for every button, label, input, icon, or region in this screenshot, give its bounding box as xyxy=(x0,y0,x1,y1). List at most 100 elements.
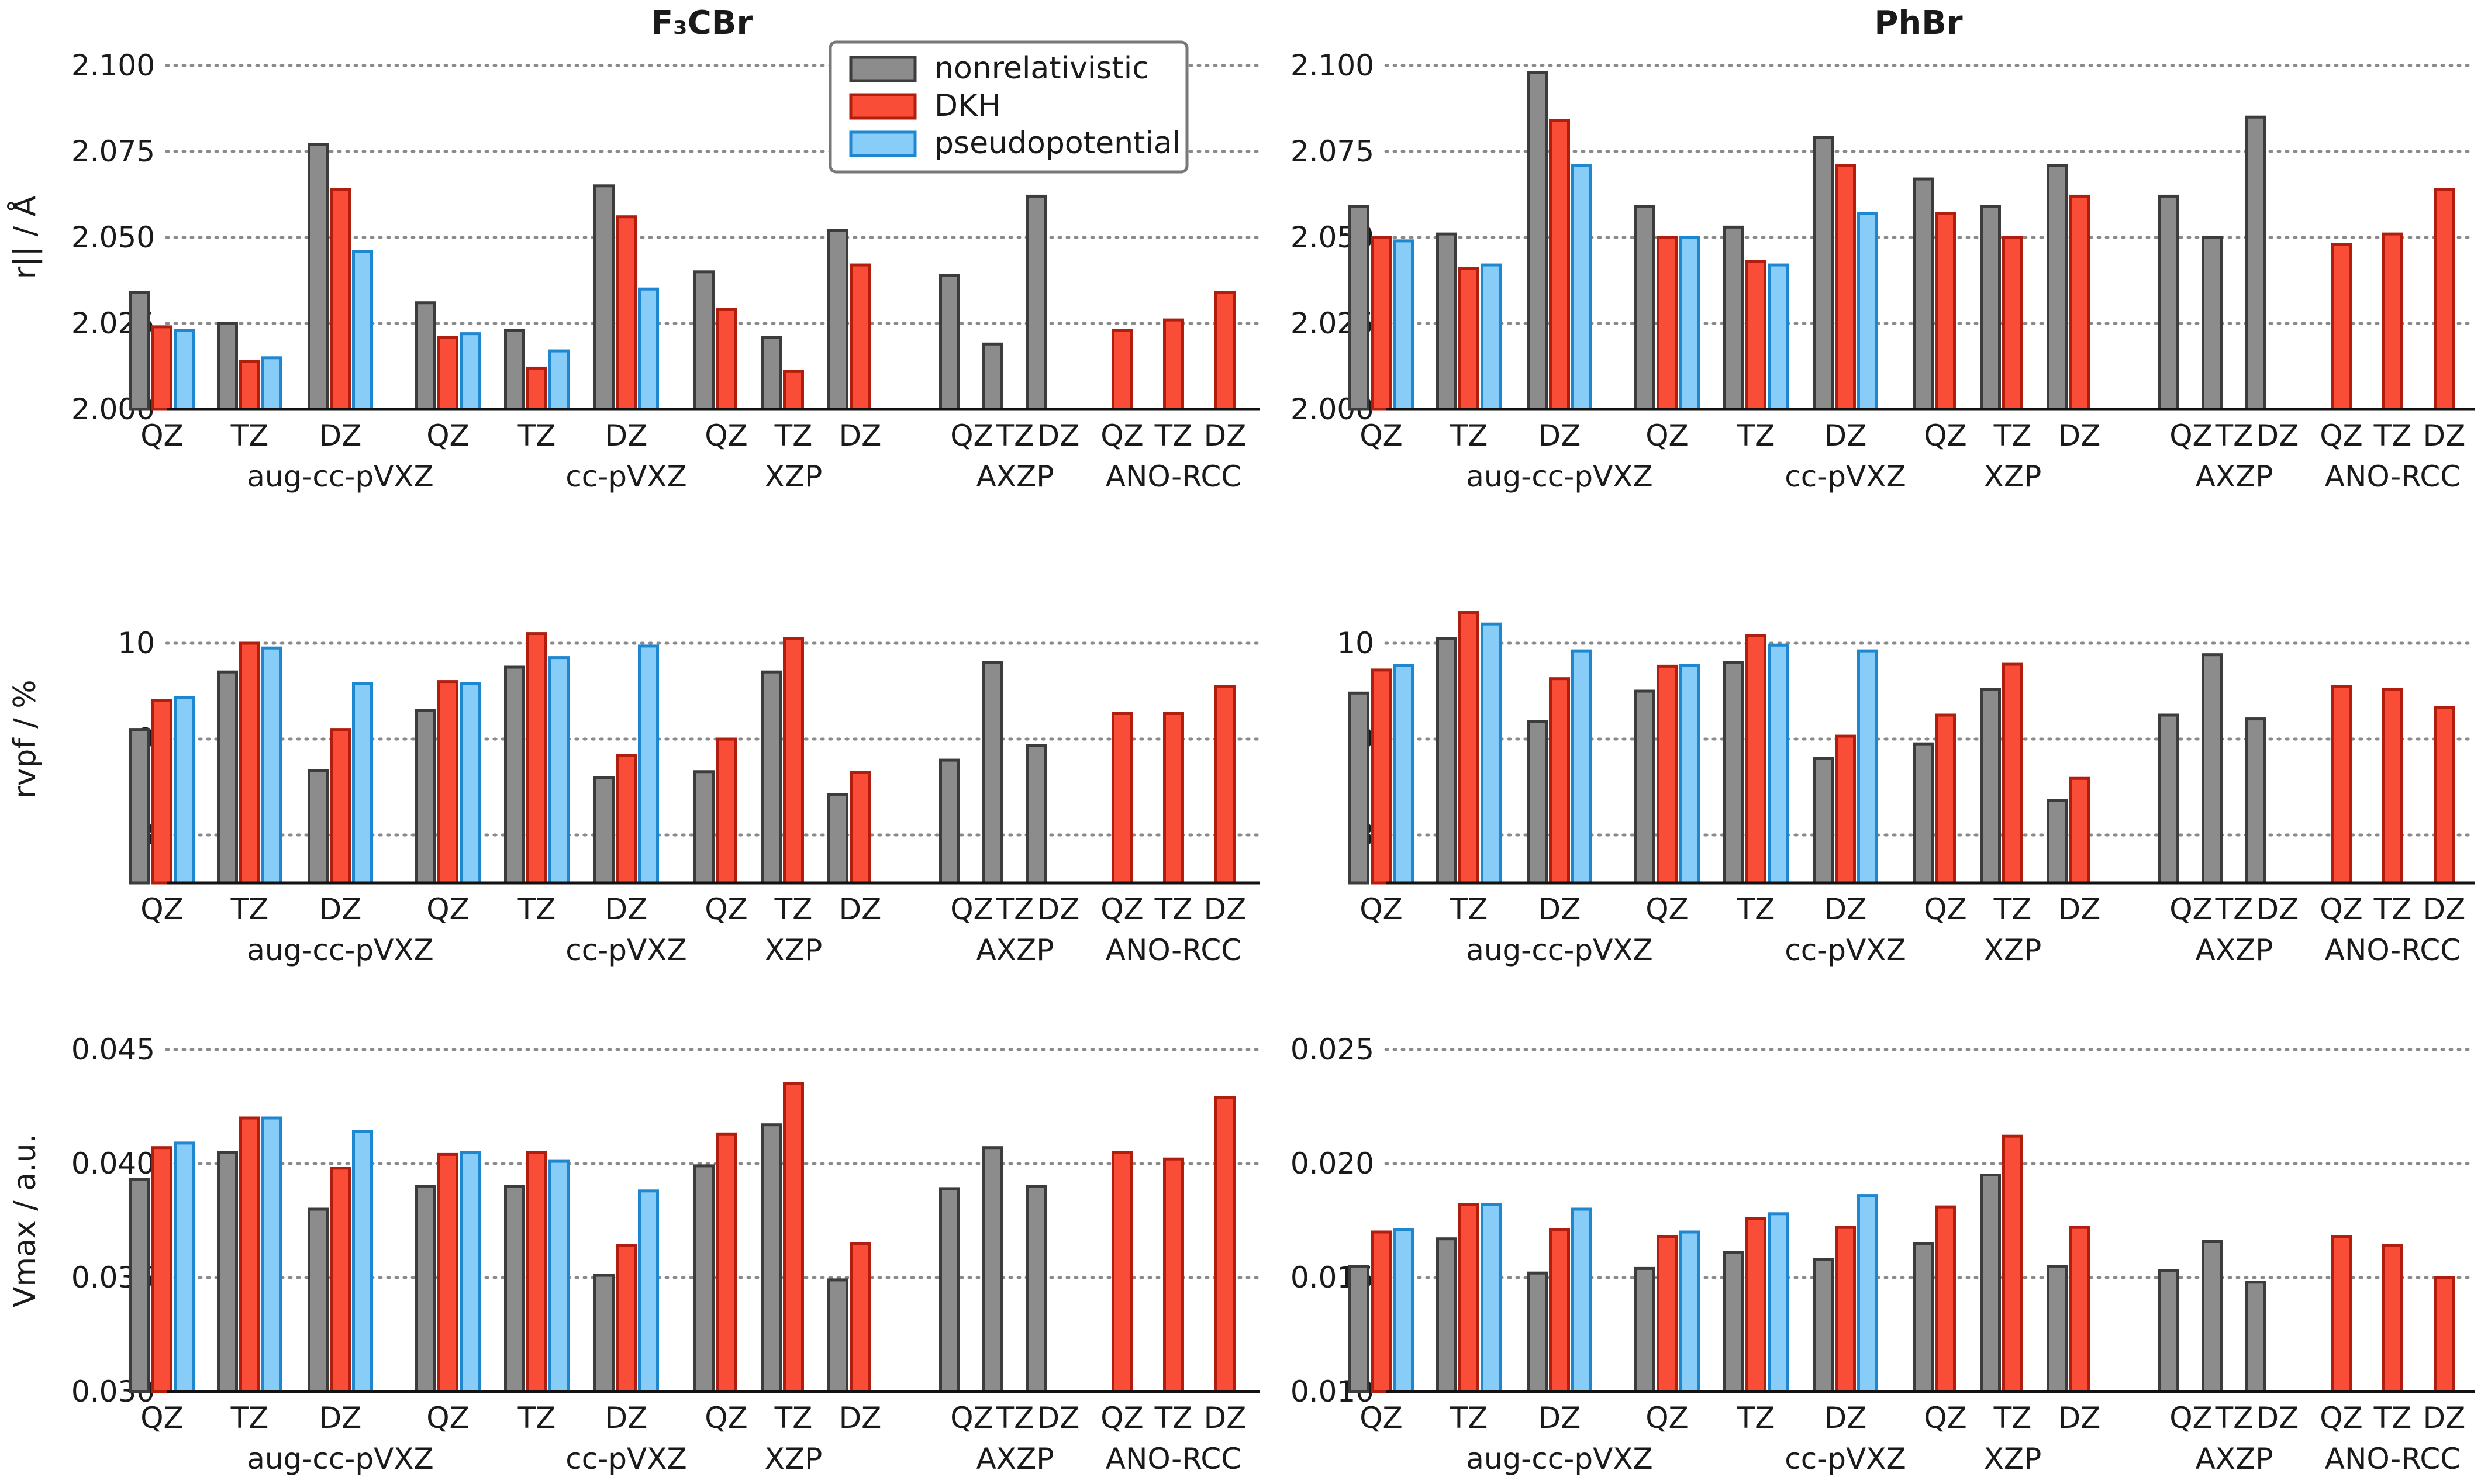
y-axis-label: Vmax / a.u. xyxy=(8,1134,43,1307)
bar-pseudopotential xyxy=(638,644,659,885)
legend-swatch-nonrelativistic xyxy=(849,56,917,82)
y-tick-label: 2.075 xyxy=(71,134,155,168)
bar-DKH xyxy=(1549,1228,1570,1393)
x-tick-label: QZ xyxy=(950,1401,993,1435)
group-label: XZP xyxy=(765,460,823,493)
bar-nonrelativistic xyxy=(217,322,238,411)
bar-pseudopotential xyxy=(638,1189,659,1393)
bar-nonrelativistic xyxy=(2158,713,2179,885)
bar-DKH xyxy=(1458,611,1479,885)
bar-DKH xyxy=(151,699,172,885)
bar-pseudopotential xyxy=(1857,649,1878,885)
x-tick-label: QZ xyxy=(1924,419,1967,453)
bar-nonrelativistic xyxy=(1436,232,1457,411)
x-tick-label: DZ xyxy=(839,892,882,926)
x-tick-label: DZ xyxy=(319,1401,362,1435)
group-label: ANO-RCC xyxy=(1106,460,1241,493)
legend-frame xyxy=(829,40,1189,174)
x-tick-label: QZ xyxy=(1100,419,1144,453)
bar-pseudopotential xyxy=(548,1159,570,1393)
x-tick-label: QZ xyxy=(2320,419,2363,453)
bar-nonrelativistic xyxy=(982,1146,1003,1393)
bar-pseudopotential xyxy=(261,356,282,411)
x-tick-label: TZ xyxy=(1154,419,1193,453)
bar-nonrelativistic xyxy=(1913,1242,1934,1393)
group-label: ANO-RCC xyxy=(2325,933,2461,967)
bar-DKH xyxy=(716,737,737,885)
x-tick-label: DZ xyxy=(2256,1401,2299,1435)
bar-nonrelativistic xyxy=(1348,205,1369,411)
bar-nonrelativistic xyxy=(939,1187,960,1393)
bar-nonrelativistic xyxy=(693,1164,715,1393)
x-tick-label: QZ xyxy=(950,892,993,926)
x-tick-label: DZ xyxy=(605,892,648,926)
x-tick-label: DZ xyxy=(319,419,362,453)
bar-nonrelativistic xyxy=(1348,691,1369,885)
x-tick-label: TZ xyxy=(1993,892,2032,926)
bar-nonrelativistic xyxy=(1634,689,1655,885)
bar-nonrelativistic xyxy=(1813,136,1834,411)
bar-DKH xyxy=(330,728,351,885)
group-label: XZP xyxy=(765,1442,823,1476)
bar-nonrelativistic xyxy=(1913,742,1934,885)
group-label: AXZP xyxy=(976,933,1054,967)
x-tick-label: QZ xyxy=(2169,419,2213,453)
bar-nonrelativistic xyxy=(2047,799,2068,885)
bar-pseudopotential xyxy=(460,1151,481,1393)
x-tick-label: QZ xyxy=(1359,1401,1403,1435)
x-tick-label: QZ xyxy=(1100,1401,1144,1435)
bar-pseudopotential xyxy=(1481,263,1502,411)
x-tick-label: QZ xyxy=(2320,892,2363,926)
x-tick-label: DZ xyxy=(2423,1401,2466,1435)
bar-DKH xyxy=(437,680,458,885)
x-tick-label: TZ xyxy=(2215,892,2254,926)
x-tick-label: TZ xyxy=(2215,1401,2254,1435)
x-tick-label: DZ xyxy=(2256,419,2299,453)
bar-pseudopotential xyxy=(1679,664,1700,885)
x-tick-label: QZ xyxy=(705,419,748,453)
bar-nonrelativistic xyxy=(504,329,525,411)
bar-DKH xyxy=(2434,188,2455,411)
bar-pseudopotential xyxy=(1393,1228,1414,1393)
bar-nonrelativistic xyxy=(1723,661,1744,885)
bar-DKH xyxy=(1163,1157,1184,1393)
y-axis-label: r|| / Å xyxy=(6,195,43,279)
x-tick-label: QZ xyxy=(950,419,993,453)
bar-nonrelativistic xyxy=(1026,1185,1047,1393)
bar-DKH xyxy=(1835,734,1856,885)
bar-DKH xyxy=(1112,712,1133,885)
bar-nonrelativistic xyxy=(693,270,715,411)
bar-nonrelativistic xyxy=(1436,637,1457,885)
x-tick-label: DZ xyxy=(2058,892,2101,926)
bar-nonrelativistic xyxy=(593,776,615,885)
bar-nonrelativistic xyxy=(1813,757,1834,885)
bar-nonrelativistic xyxy=(1527,720,1548,885)
x-tick-label: DZ xyxy=(839,1401,882,1435)
bar-pseudopotential xyxy=(460,682,481,885)
bar-nonrelativistic xyxy=(308,143,329,411)
x-tick-label: TZ xyxy=(2215,419,2254,453)
x-tick-label: TZ xyxy=(774,1401,813,1435)
bar-pseudopotential xyxy=(174,696,195,885)
x-tick-label: TZ xyxy=(1154,1401,1193,1435)
bar-nonrelativistic xyxy=(827,793,848,885)
bar-DKH xyxy=(1458,1203,1479,1393)
x-tick-label: DZ xyxy=(1824,892,1867,926)
bar-DKH xyxy=(2002,662,2023,885)
bar-DKH xyxy=(239,641,260,885)
x-tick-label: DZ xyxy=(1204,892,1247,926)
y-tick-label: 2.100 xyxy=(1290,49,1374,82)
x-tick-label: DZ xyxy=(1204,419,1247,453)
bar-DKH xyxy=(2382,1244,2403,1393)
bar-DKH xyxy=(437,1152,458,1393)
bar-DKH xyxy=(1549,119,1570,411)
bar-DKH xyxy=(330,1167,351,1393)
bar-nonrelativistic xyxy=(1634,205,1655,411)
x-tick-label: QZ xyxy=(1359,419,1403,453)
x-tick-label: QZ xyxy=(426,892,470,926)
bar-pseudopotential xyxy=(548,349,570,411)
bar-pseudopotential xyxy=(1768,1212,1789,1393)
y-axis-label: rvpf / % xyxy=(8,679,43,798)
